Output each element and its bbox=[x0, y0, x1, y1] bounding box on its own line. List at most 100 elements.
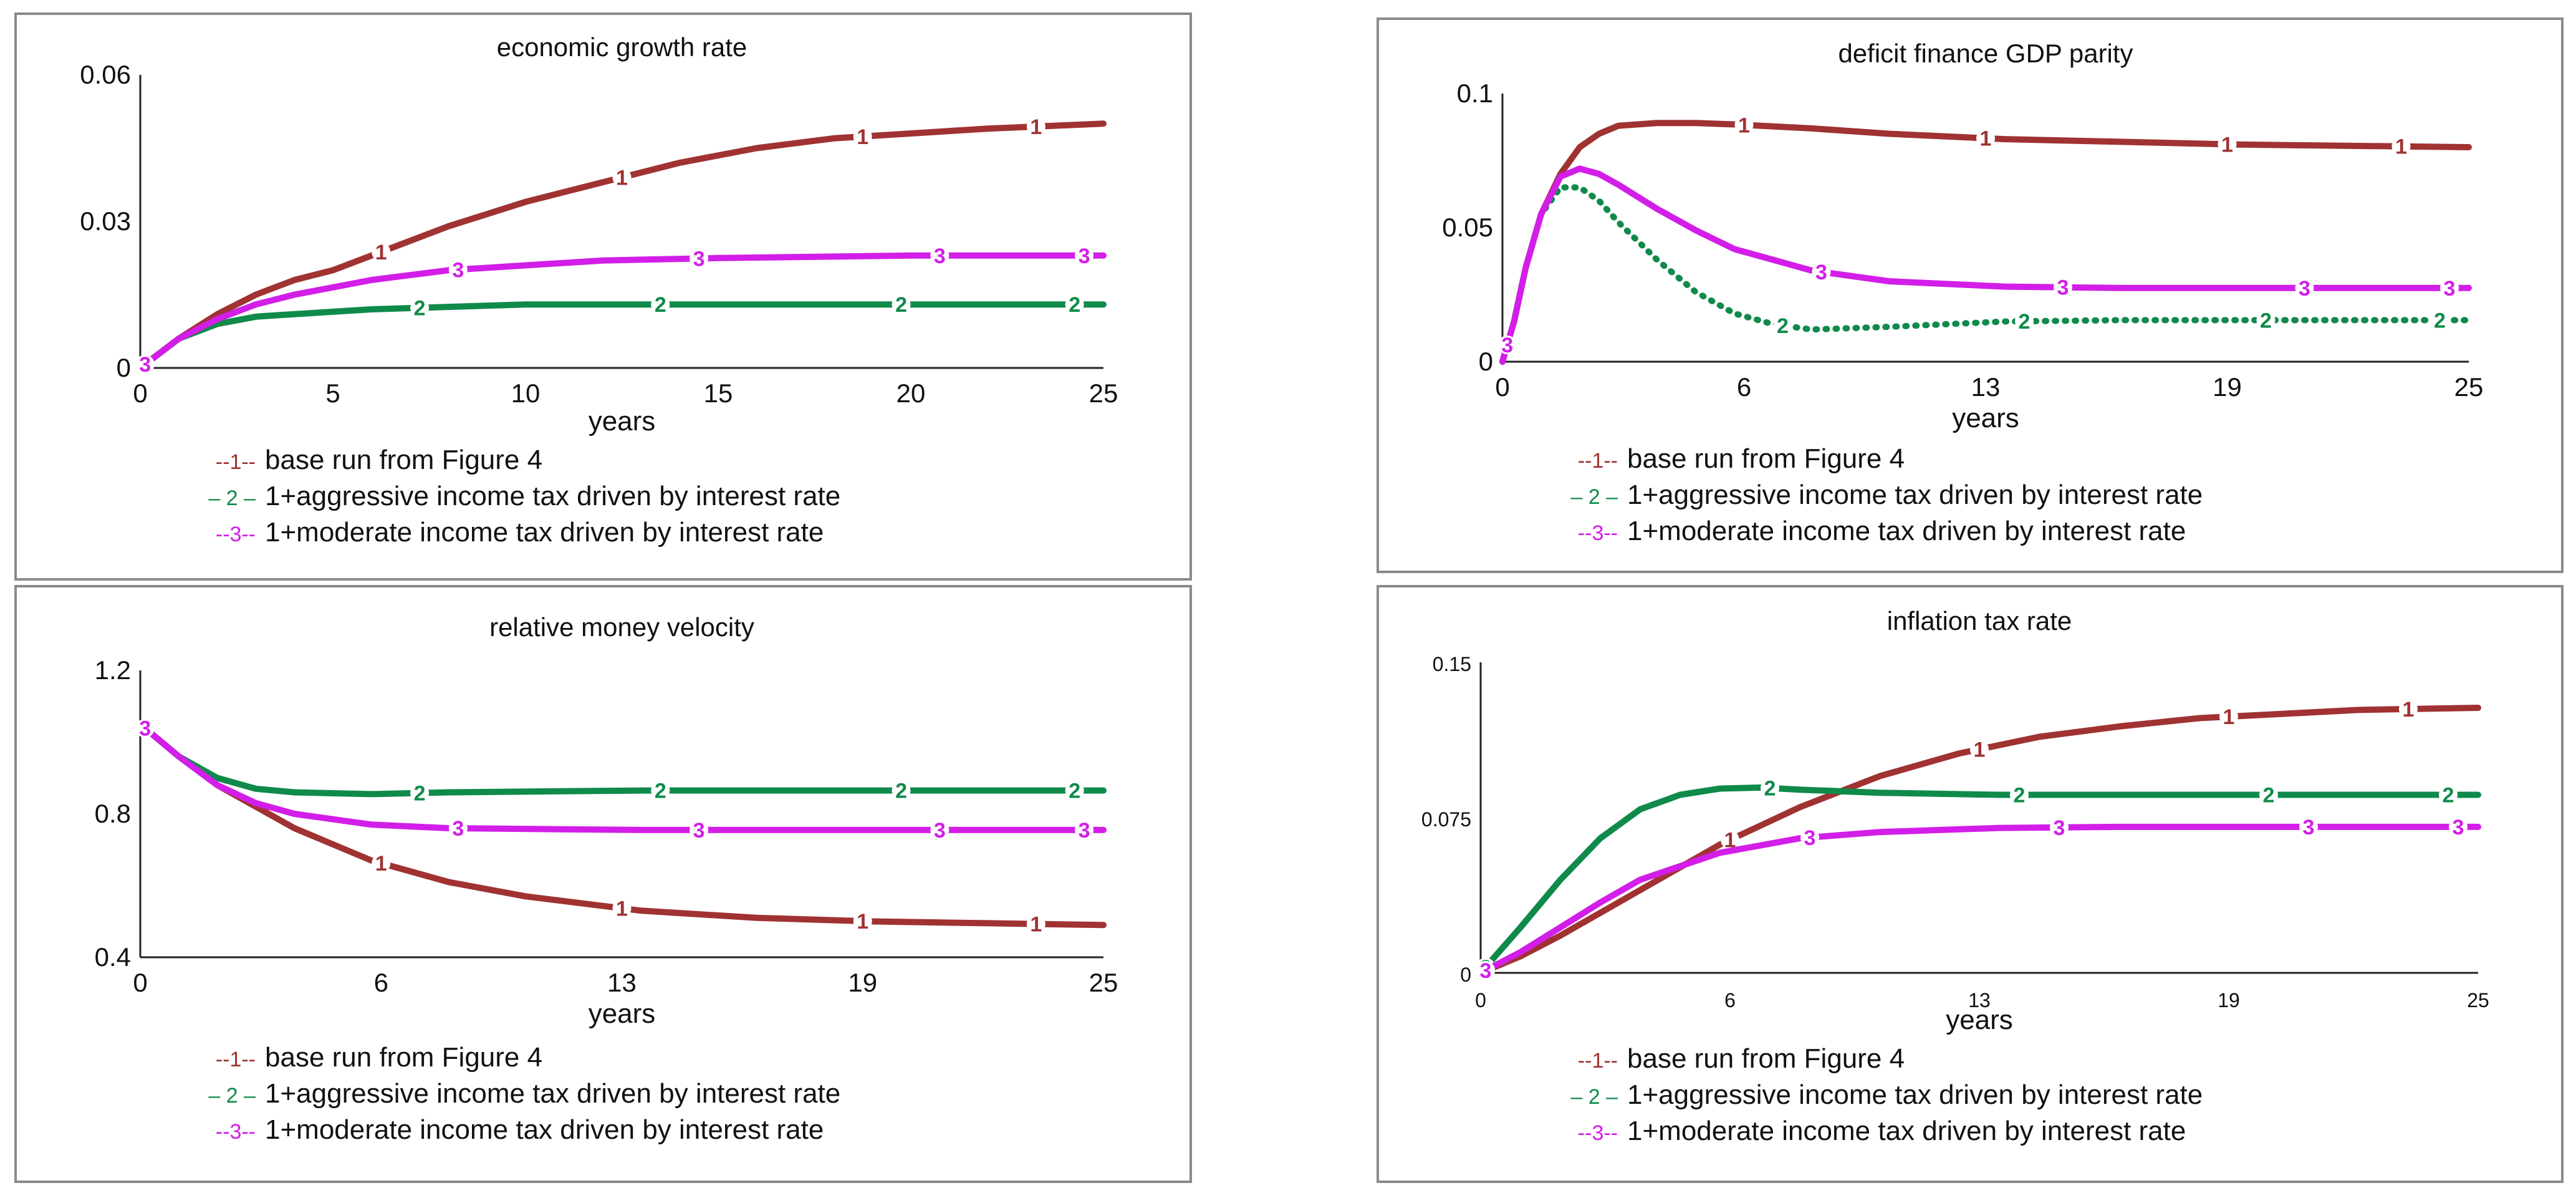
series-marker-label: 2 bbox=[895, 780, 907, 803]
series-marker-bg bbox=[612, 899, 632, 918]
y-tick-label: 0.1 bbox=[1457, 79, 1493, 108]
series-marker-label: 3 bbox=[2303, 816, 2315, 839]
legend-swatch: – 2 – bbox=[208, 486, 256, 510]
legend-entry: 1+moderate income tax driven by interest… bbox=[265, 1114, 824, 1145]
series-marker-label: 3 bbox=[139, 717, 151, 741]
x-tick-label: 25 bbox=[2467, 989, 2489, 1012]
panel-frame bbox=[14, 585, 1192, 1183]
legend-swatch: --1-- bbox=[216, 1048, 256, 1071]
x-tick-label: 25 bbox=[2454, 372, 2484, 402]
series-marker-bg bbox=[2299, 817, 2318, 836]
series-marker-bg bbox=[2218, 135, 2237, 154]
series-marker-bg bbox=[2439, 785, 2458, 804]
x-tick-label: 6 bbox=[374, 968, 388, 997]
series-line bbox=[137, 721, 1107, 833]
series-marker-label: 1 bbox=[1738, 114, 1750, 137]
series-marker-label: 1 bbox=[2223, 705, 2235, 729]
legend-entry: 1+moderate income tax driven by interest… bbox=[1627, 516, 2186, 546]
series-marker-bg bbox=[2430, 311, 2449, 330]
series-marker-label: 2 bbox=[895, 293, 907, 317]
chart-title: inflation tax rate bbox=[1887, 606, 2072, 635]
x-tick-label: 19 bbox=[2218, 989, 2240, 1012]
series-marker-label: 1 bbox=[2395, 135, 2407, 159]
series-marker-bg bbox=[1721, 830, 1739, 849]
y-tick-label: 0.15 bbox=[1433, 653, 1471, 675]
y-tick-label: 0.8 bbox=[95, 799, 131, 828]
series-marker-bg bbox=[135, 355, 155, 374]
series-marker-bg bbox=[1800, 828, 1819, 847]
x-tick-label: 0 bbox=[133, 379, 147, 408]
series-marker-bg bbox=[2399, 699, 2418, 718]
legend-swatch: --1-- bbox=[216, 450, 256, 474]
series-marker-label: 2 bbox=[1069, 293, 1080, 317]
series-marker-label: 2 bbox=[1777, 314, 1789, 338]
chart-panel-1: economic growth rate 0 5 10 15 20 25 0 0.03 0.06 y… bbox=[14, 12, 1192, 581]
series-marker-label: 1 bbox=[1980, 127, 1992, 151]
legend-swatch: --3-- bbox=[216, 523, 256, 546]
series-marker-bg bbox=[2219, 707, 2238, 727]
series-marker-label: 3 bbox=[2299, 277, 2310, 301]
series-1: 11111 bbox=[1476, 698, 2481, 983]
series-marker-bg bbox=[372, 242, 391, 261]
series-marker-label: 1 bbox=[1724, 829, 1736, 852]
series-marker-label: 3 bbox=[452, 817, 464, 841]
series-marker-bg bbox=[448, 260, 468, 279]
x-tick-label: 5 bbox=[325, 379, 340, 408]
x-tick-label: 6 bbox=[1724, 989, 1736, 1012]
series-marker-bg bbox=[1976, 128, 1995, 148]
series-marker-bg bbox=[1476, 960, 1495, 980]
series-marker-bg bbox=[2449, 817, 2468, 836]
legend: --1-- base run from Figure 4 – 2 – 1+aggres… bbox=[208, 1042, 840, 1145]
legend-swatch: --3-- bbox=[216, 1120, 256, 1144]
series-marker-label: 2 bbox=[2263, 783, 2275, 807]
panel-frame bbox=[1377, 585, 2564, 1183]
legend-entry: base run from Figure 4 bbox=[265, 445, 542, 475]
legend-entry: 1+aggressive income tax driven by intere… bbox=[265, 1078, 840, 1109]
series-marker-label: 3 bbox=[2054, 816, 2065, 840]
x-tick-label: 0 bbox=[1495, 372, 1509, 402]
series-marker-label: 3 bbox=[2444, 277, 2456, 301]
series-marker-bg bbox=[651, 781, 670, 800]
chart-title: relative money velocity bbox=[489, 612, 754, 642]
series-marker-bg bbox=[1026, 117, 1045, 136]
series-marker-label: 3 bbox=[2453, 816, 2464, 839]
series-marker-label: 3 bbox=[934, 244, 946, 268]
chart-title: deficit finance GDP parity bbox=[1838, 39, 2133, 68]
series-marker-label: 2 bbox=[1764, 777, 1776, 801]
legend-entry: 1+aggressive income tax driven by intere… bbox=[1627, 1079, 2203, 1110]
series-marker-bg bbox=[1075, 246, 1094, 265]
series-marker-label: 2 bbox=[2014, 783, 2026, 807]
series-marker-bg bbox=[1734, 115, 1754, 135]
series-marker-label: 2 bbox=[2443, 783, 2454, 807]
series-1: 11111 bbox=[135, 115, 1107, 377]
series-marker-bg bbox=[2440, 278, 2459, 297]
series-marker-bg bbox=[410, 783, 430, 803]
series-line bbox=[1499, 165, 2472, 365]
series-marker-bg bbox=[853, 912, 872, 931]
x-tick-label: 15 bbox=[704, 379, 733, 408]
legend-entry: 1+moderate income tax driven by interest… bbox=[1627, 1116, 2186, 1146]
x-axis-label: years bbox=[589, 998, 656, 1029]
legend-swatch: --3-- bbox=[1578, 1121, 1618, 1145]
series-marker-bg bbox=[930, 246, 949, 265]
series-marker-label: 2 bbox=[2019, 310, 2031, 334]
legend-entry: base run from Figure 4 bbox=[1627, 443, 1905, 474]
series-marker-bg bbox=[372, 854, 391, 873]
y-tick-label: 0 bbox=[117, 353, 131, 382]
legend-swatch: – 2 – bbox=[1570, 1085, 1618, 1109]
x-tick-label: 13 bbox=[1968, 989, 1991, 1012]
panel-frame bbox=[1377, 17, 2564, 573]
series-marker-bg bbox=[1026, 914, 1045, 934]
panel-frame bbox=[14, 12, 1192, 581]
series-3: 3 3 3 3 3 bbox=[135, 244, 1107, 377]
series-3: 3 3 3 3 3 bbox=[135, 717, 1107, 843]
series-marker-bg bbox=[448, 819, 468, 838]
series-line bbox=[1478, 823, 2481, 976]
series-marker-bg bbox=[892, 781, 911, 800]
series-marker-bg bbox=[2015, 312, 2034, 331]
y-tick-label: 0.06 bbox=[80, 60, 131, 89]
legend: --1-- base run from Figure 4 – 2 – 1+aggres… bbox=[208, 445, 840, 548]
